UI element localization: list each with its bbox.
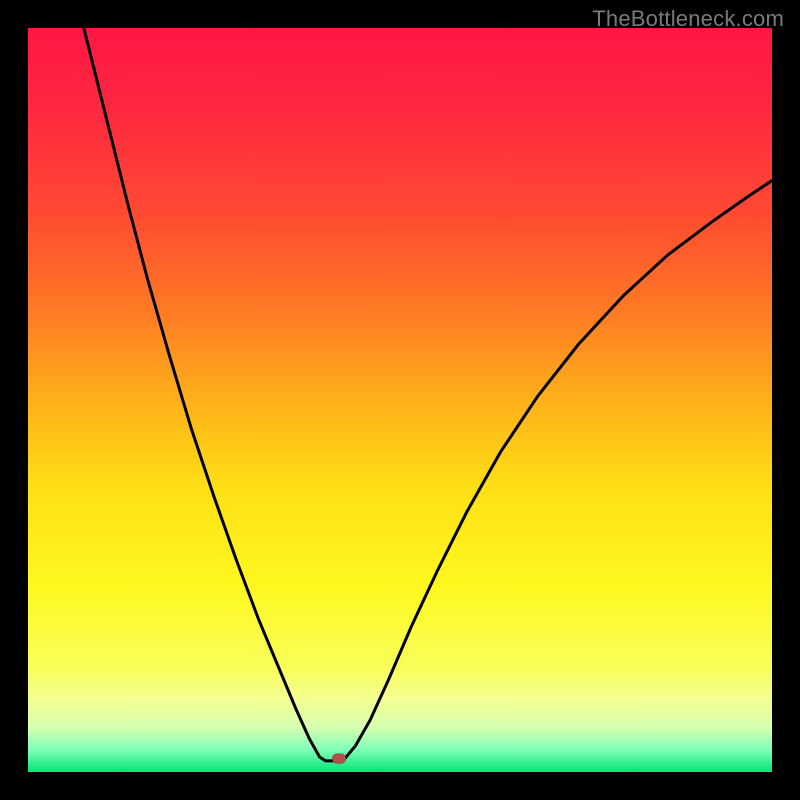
optimum-marker: [332, 754, 345, 764]
watermark-text: TheBottleneck.com: [592, 6, 784, 32]
bottleneck-chart-svg: [28, 28, 772, 772]
plot-area: [28, 28, 772, 772]
plot-border: [28, 28, 772, 772]
gradient-background: [28, 28, 772, 772]
